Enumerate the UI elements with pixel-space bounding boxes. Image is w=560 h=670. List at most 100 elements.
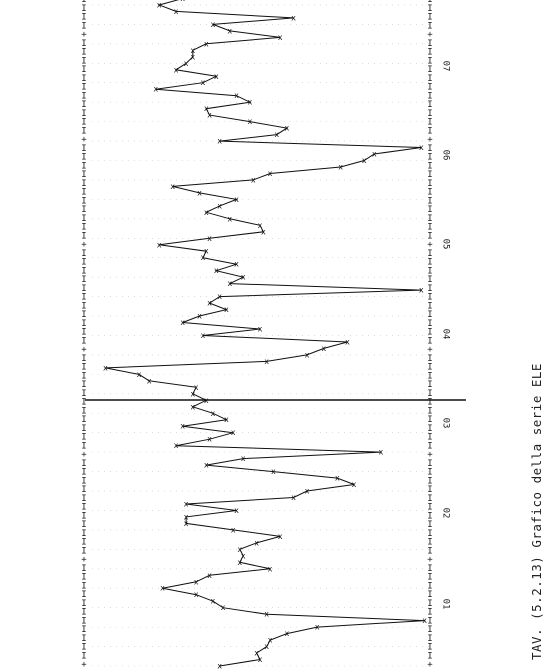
data-point: x: [352, 480, 357, 489]
left-axis-mark: I: [81, 65, 86, 75]
right-axis-mark: I: [427, 153, 432, 163]
data-point: x: [379, 448, 384, 457]
left-axis-mark: I: [81, 398, 86, 408]
left-axis-mark: +: [81, 450, 87, 460]
data-point: x: [227, 26, 232, 35]
right-axis-mark: I: [427, 196, 432, 206]
data-point: x: [372, 150, 377, 159]
data-point: x: [264, 642, 269, 651]
right-axis-mark: I: [427, 476, 432, 486]
left-axis-mark: I: [81, 433, 86, 443]
data-point: x: [419, 143, 424, 152]
left-axis-mark: I: [81, 284, 86, 294]
data-point: x: [274, 130, 279, 139]
data-point: x: [184, 519, 189, 528]
data-point: x: [194, 577, 199, 586]
data-point: x: [147, 376, 152, 385]
right-axis-mark: I: [427, 109, 432, 119]
right-axis-mark: I: [427, 126, 432, 136]
right-axis-mark: I: [427, 538, 432, 548]
data-point: x: [254, 538, 259, 547]
caption-area: TAV. (5.2.13) Grafico della serie ELE: [529, 340, 550, 660]
data-point: x: [174, 441, 179, 450]
right-axis-mark: I: [427, 573, 432, 583]
tick-label: 05: [441, 239, 451, 250]
data-point: x: [234, 91, 239, 100]
right-axis-mark: +: [427, 345, 433, 355]
right-axis-mark: I: [427, 590, 432, 600]
left-axis-mark: I: [81, 223, 86, 233]
left-axis-mark: I: [81, 39, 86, 49]
data-point: x: [184, 59, 189, 68]
right-axis-mark: I: [427, 118, 432, 128]
right-axis-mark: +: [427, 450, 433, 460]
right-axis-mark: I: [427, 625, 432, 635]
right-axis-mark: I: [427, 74, 432, 84]
data-point: x: [345, 337, 350, 346]
data-point: x: [234, 195, 239, 204]
left-axis-mark: +: [81, 30, 87, 40]
left-axis-mark: I: [81, 573, 86, 583]
left-axis-mark: I: [81, 380, 86, 390]
right-axis: +IIIIIIIIIII+IIIIIIIIIII+IIIIIIIIIII+III…: [427, 0, 433, 670]
left-axis-mark: I: [81, 214, 86, 224]
left-axis-mark: I: [81, 48, 86, 58]
left-axis-mark: I: [81, 310, 86, 320]
data-point: x: [204, 247, 209, 256]
right-axis-mark: I: [427, 65, 432, 75]
left-axis-mark: I: [81, 74, 86, 84]
left-axis-mark: I: [81, 459, 86, 469]
data-point: x: [207, 571, 212, 580]
right-axis-mark: I: [427, 599, 432, 609]
data-point: x: [153, 85, 158, 94]
left-axis-mark: I: [81, 625, 86, 635]
tick-label: 02: [441, 508, 451, 519]
right-axis-mark: I: [427, 188, 432, 198]
right-axis-mark: I: [427, 520, 432, 530]
data-point: x: [284, 629, 289, 638]
right-axis-mark: I: [427, 144, 432, 154]
data-point: x: [258, 325, 263, 334]
left-axis-mark: I: [81, 205, 86, 215]
data-point: x: [200, 78, 205, 87]
left-axis-mark: I: [81, 91, 86, 101]
left-axis-mark: I: [81, 590, 86, 600]
data-point: x: [103, 363, 108, 372]
data-point: x: [207, 299, 212, 308]
data-point: x: [315, 623, 320, 632]
left-axis-mark: I: [81, 406, 86, 416]
left-axis-mark: +: [81, 660, 87, 670]
left-axis-mark: I: [81, 153, 86, 163]
data-point: x: [180, 318, 185, 327]
data-point: x: [284, 124, 289, 133]
right-axis-mark: I: [427, 511, 432, 521]
left-axis-mark: I: [81, 275, 86, 285]
left-axis-mark: I: [81, 21, 86, 31]
data-point: x: [184, 512, 189, 521]
data-point: x: [204, 396, 209, 405]
right-axis-mark: I: [427, 48, 432, 58]
data-point: x: [197, 312, 202, 321]
data-point: x: [194, 383, 199, 392]
right-axis-mark: I: [427, 161, 432, 171]
series-line: [105, 0, 425, 667]
data-point: x: [248, 98, 253, 107]
right-axis-mark: I: [427, 179, 432, 189]
right-axis-mark: I: [427, 39, 432, 49]
data-point: x: [204, 104, 209, 113]
left-axis-mark: I: [81, 424, 86, 434]
data-point: x: [291, 493, 296, 502]
left-axis-mark: I: [81, 485, 86, 495]
data-point: x: [214, 266, 219, 275]
tick-label: 06: [441, 150, 451, 161]
data-point: x: [305, 487, 310, 496]
data-point: x: [278, 532, 283, 541]
left-axis: +IIIIIIIIIII+IIIIIIIIIII+IIIIIIIIIII+III…: [81, 0, 87, 670]
right-axis-mark: I: [427, 319, 432, 329]
data-point: x: [234, 506, 239, 515]
right-axis-mark: I: [427, 546, 432, 556]
data-point: x: [237, 545, 242, 554]
data-point: x: [184, 499, 189, 508]
right-axis-mark: I: [427, 643, 432, 653]
right-axis-mark: I: [427, 310, 432, 320]
